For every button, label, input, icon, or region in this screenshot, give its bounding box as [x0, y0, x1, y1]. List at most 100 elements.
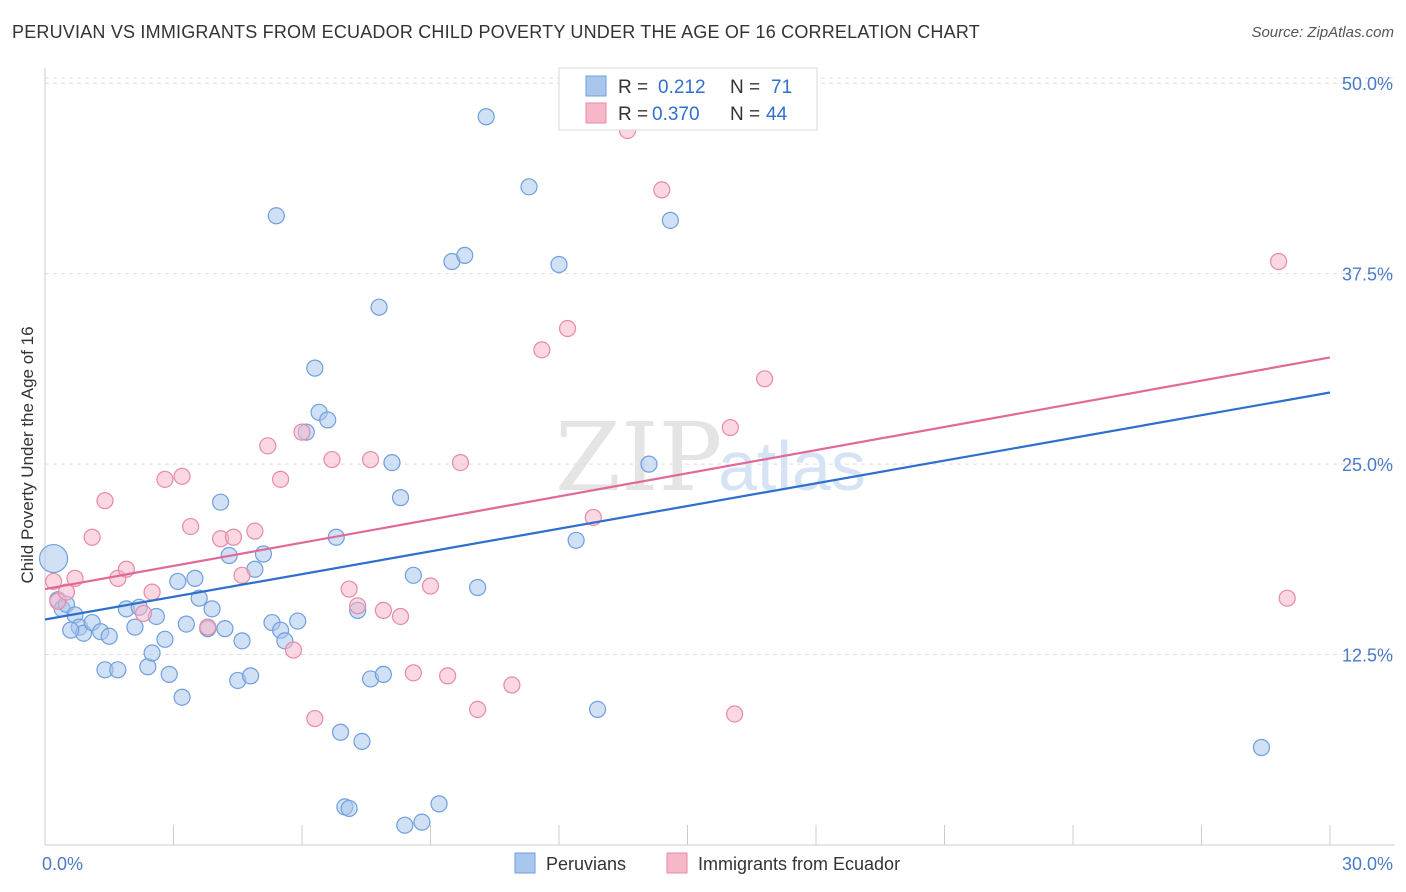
correlation-legend: R = 0.212 N = 71 R = 0.370 N = 44: [558, 67, 818, 131]
legend-r-label-2: R =: [618, 104, 648, 125]
point-ecuador-32: [451, 453, 470, 472]
point-ecuador-5: [96, 492, 114, 510]
point-peruvians-17: [143, 644, 161, 662]
point-peruvians-28: [212, 493, 230, 511]
point-peruvians-7: [62, 621, 80, 639]
point-ecuador-28: [391, 607, 410, 626]
point-ecuador-25: [349, 597, 367, 615]
point-ecuador-42: [755, 370, 774, 388]
trend-line-ecuador: [44, 356, 1331, 591]
point-ecuador-43: [1278, 589, 1296, 607]
point-peruvians-53: [374, 665, 392, 683]
point-peruvians-70: [1252, 738, 1271, 757]
watermark-zip: ZIP: [555, 403, 722, 513]
legend-n-label-1: N =: [730, 77, 760, 98]
point-peruvians-46: [331, 723, 350, 741]
point-peruvians-40: [289, 612, 307, 630]
point-peruvians-29: [216, 620, 234, 638]
point-ecuador-11: [173, 467, 191, 485]
point-ecuador-23: [323, 450, 341, 469]
point-peruvians-44: [319, 411, 337, 429]
legend-n-value-1: 71: [771, 77, 792, 98]
point-peruvians-12: [109, 661, 127, 679]
point-ecuador-30: [421, 577, 440, 595]
series-legend-ecuador: Immigrants from Ecuador: [698, 854, 900, 874]
legend-r-value-1: 0.212: [658, 77, 706, 98]
point-ecuador-40: [721, 418, 739, 437]
watermark-atlas: atlas: [718, 427, 866, 505]
point-peruvians-63: [477, 108, 495, 126]
point-ecuador-35: [533, 341, 551, 359]
point-peruvians-56: [396, 816, 414, 834]
point-peruvians-68: [640, 455, 658, 473]
point-peruvians-33: [242, 667, 260, 685]
point-ecuador-39: [653, 181, 671, 199]
point-peruvians-25: [190, 589, 208, 607]
point-ecuador-36: [558, 319, 577, 338]
point-peruvians-23: [177, 615, 195, 633]
y-axis-title: Child Poverty Under the Age of 16: [18, 326, 37, 583]
point-ecuador-27: [374, 601, 392, 619]
source-label: Source: ZipAtlas.com: [1251, 24, 1394, 41]
point-peruvians-59: [430, 795, 448, 813]
point-peruvians-48: [340, 799, 358, 818]
point-peruvians-32: [233, 632, 251, 650]
y-tick-label-0: 12.5%: [1342, 646, 1393, 666]
point-peruvians-57: [404, 566, 422, 584]
point-peruvians-69: [661, 211, 679, 229]
x-tick-label-0: 0.0%: [42, 854, 83, 874]
point-peruvians-67: [588, 700, 607, 719]
point-peruvians-20: [160, 665, 178, 683]
point-ecuador-29: [404, 664, 422, 682]
point-ecuador-24: [340, 580, 358, 598]
legend-r-label-1: R =: [618, 77, 648, 98]
point-ecuador-20: [284, 641, 303, 659]
point-peruvians-11: [100, 627, 118, 645]
y-tick-label-3: 50.0%: [1342, 74, 1393, 94]
point-ecuador-34: [503, 676, 521, 694]
point-peruvians-66: [567, 531, 585, 549]
series-legend-swatch-ecuador: [666, 852, 688, 874]
point-peruvians-37: [267, 207, 285, 225]
point-peruvians-52: [370, 298, 388, 316]
trend-lines: [44, 356, 1331, 621]
legend-swatch-pink: [585, 102, 607, 124]
legend-n-value-2: 44: [766, 104, 788, 125]
point-ecuador-10: [156, 470, 174, 488]
point-peruvians-62: [469, 578, 487, 597]
point-ecuador-13: [199, 618, 217, 636]
point-ecuador-0: [44, 572, 63, 591]
point-ecuador-4: [83, 528, 101, 546]
point-peruvians-54: [383, 453, 401, 472]
point-ecuador-19: [271, 470, 290, 488]
legend-r-value-2: 0.370: [652, 104, 700, 125]
point-peruvians-50: [353, 732, 371, 751]
point-ecuador-9: [143, 583, 161, 601]
trend-line-peruvians: [44, 391, 1331, 621]
point-peruvians-0: [38, 543, 69, 574]
point-peruvians-19: [156, 630, 174, 648]
point-ecuador-18: [259, 437, 277, 455]
point-peruvians-21: [169, 572, 187, 591]
watermark: ZIP atlas: [555, 403, 866, 513]
point-peruvians-55: [391, 489, 410, 507]
point-ecuador-33: [469, 700, 487, 719]
point-ecuador-16: [233, 566, 251, 584]
point-ecuador-44: [1269, 252, 1288, 271]
axes: 12.5% 25.0% 37.5% 50.0% 0.0% 30.0%: [42, 68, 1395, 874]
series-legend-swatch-peruvians: [514, 852, 536, 874]
point-ecuador-21: [293, 423, 311, 441]
point-ecuador-8: [134, 604, 153, 623]
series-legend: Peruvians Immigrants from Ecuador: [514, 852, 900, 874]
point-peruvians-42: [306, 359, 324, 377]
point-peruvians-65: [550, 255, 568, 274]
point-ecuador-15: [224, 528, 243, 546]
point-ecuador-22: [306, 709, 324, 728]
point-peruvians-14: [126, 618, 144, 636]
point-ecuador-41: [726, 705, 744, 723]
point-peruvians-64: [520, 178, 538, 196]
legend-swatch-blue: [585, 75, 607, 97]
point-peruvians-27: [203, 600, 221, 618]
point-peruvians-24: [186, 569, 204, 587]
